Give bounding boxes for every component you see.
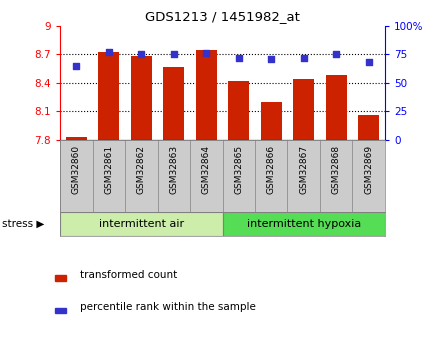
Bar: [222, 212, 385, 236]
Bar: [358, 115, 379, 140]
Point: [105, 49, 113, 55]
Bar: [55, 308, 65, 313]
Bar: [66, 137, 87, 140]
Bar: [131, 56, 152, 140]
Point: [235, 55, 243, 60]
Text: GSM32861: GSM32861: [104, 145, 113, 194]
Title: GDS1213 / 1451982_at: GDS1213 / 1451982_at: [145, 10, 300, 23]
Point: [300, 55, 307, 60]
Text: stress ▶: stress ▶: [2, 219, 44, 229]
Text: GSM32868: GSM32868: [332, 145, 341, 194]
Text: GSM32863: GSM32863: [169, 145, 178, 194]
Text: GSM32866: GSM32866: [267, 145, 276, 194]
Text: GSM32862: GSM32862: [137, 145, 146, 194]
Bar: [196, 50, 217, 140]
Bar: [98, 52, 119, 140]
Point: [73, 63, 80, 69]
Text: intermittent air: intermittent air: [99, 219, 184, 229]
Point: [333, 51, 340, 57]
Point: [138, 51, 145, 57]
Bar: [293, 79, 314, 140]
Text: GSM32867: GSM32867: [299, 145, 308, 194]
Text: GSM32869: GSM32869: [364, 145, 373, 194]
Text: intermittent hypoxia: intermittent hypoxia: [247, 219, 361, 229]
Bar: [55, 275, 65, 281]
Point: [365, 60, 372, 65]
Bar: [60, 212, 222, 236]
Point: [170, 51, 178, 57]
Bar: [228, 81, 249, 140]
Point: [268, 56, 275, 62]
Bar: [163, 67, 184, 140]
Text: GSM32865: GSM32865: [234, 145, 243, 194]
Text: percentile rank within the sample: percentile rank within the sample: [80, 303, 255, 313]
Text: GSM32860: GSM32860: [72, 145, 81, 194]
Bar: [326, 75, 347, 140]
Point: [203, 50, 210, 56]
Text: transformed count: transformed count: [80, 270, 177, 280]
Text: GSM32864: GSM32864: [202, 145, 211, 194]
Bar: [261, 102, 282, 140]
